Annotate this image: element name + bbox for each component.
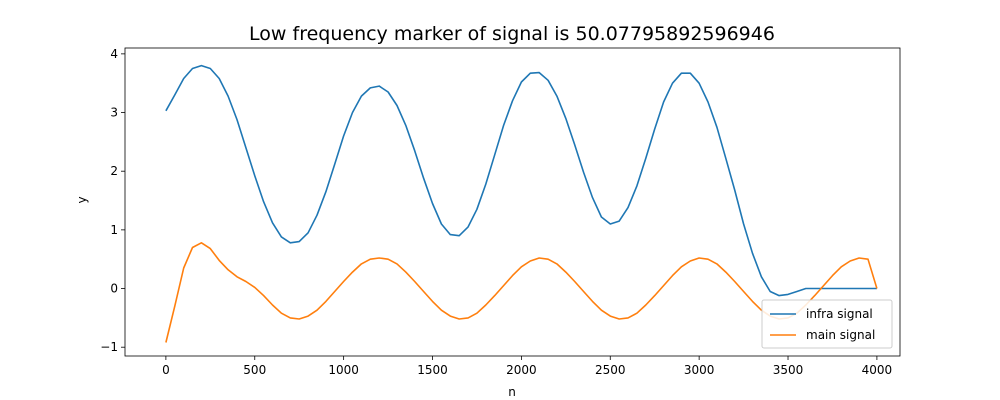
y-tick-label: 3 <box>110 106 118 120</box>
y-tick-label: 4 <box>110 47 118 61</box>
legend-label-2: main signal <box>806 328 875 342</box>
x-tick-label: 0 <box>162 363 170 377</box>
x-tick-label: 1000 <box>328 363 359 377</box>
y-tick-label: 2 <box>110 164 118 178</box>
series-line-1 <box>165 64 877 297</box>
series-line-2 <box>165 242 878 343</box>
x-tick-label: 4000 <box>862 363 893 377</box>
x-tick-label: 3000 <box>684 363 715 377</box>
legend-label-1: infra signal <box>806 307 873 321</box>
plot-area: 0 500 1000 1500 2000 2500 3000 3500 4000 −1 0 1 2 3 4 i… <box>100 47 901 377</box>
legend-box <box>761 299 893 349</box>
x-tick-label: 2000 <box>506 363 537 377</box>
y-axis-label: y <box>75 196 89 203</box>
x-axis-label: n <box>508 385 516 399</box>
chart-title: Low frequency marker of signal is 50.077… <box>249 23 775 45</box>
x-tick-label: 2500 <box>595 363 626 377</box>
axes-frame <box>124 47 901 357</box>
y-tick-label: 0 <box>110 282 118 296</box>
x-tick-label: 3500 <box>773 363 804 377</box>
legend: infra signal main signal <box>761 299 893 349</box>
y-tick-label: −1 <box>100 340 118 354</box>
x-tick-label: 500 <box>243 363 266 377</box>
x-tick-label: 1500 <box>417 363 448 377</box>
y-tick-label: 1 <box>110 223 118 237</box>
